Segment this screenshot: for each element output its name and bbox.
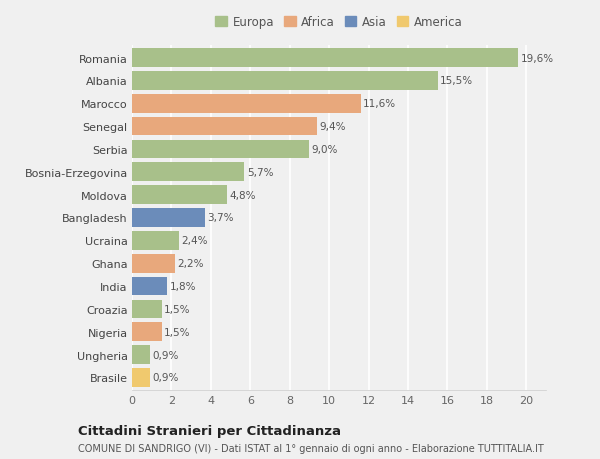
Bar xyxy=(132,72,437,90)
Bar xyxy=(132,49,518,68)
Bar xyxy=(132,300,161,319)
Bar xyxy=(132,163,244,182)
Bar xyxy=(132,323,161,341)
Text: 2,2%: 2,2% xyxy=(178,258,204,269)
Text: 5,7%: 5,7% xyxy=(247,168,273,178)
Text: COMUNE DI SANDRIGO (VI) - Dati ISTAT al 1° gennaio di ogni anno - Elaborazione T: COMUNE DI SANDRIGO (VI) - Dati ISTAT al … xyxy=(78,443,544,453)
Bar xyxy=(132,140,310,159)
Bar xyxy=(132,231,179,250)
Text: 15,5%: 15,5% xyxy=(440,76,473,86)
Text: 0,9%: 0,9% xyxy=(152,373,178,383)
Text: Cittadini Stranieri per Cittadinanza: Cittadini Stranieri per Cittadinanza xyxy=(78,425,341,437)
Text: 4,8%: 4,8% xyxy=(229,190,256,200)
Bar xyxy=(132,209,205,227)
Text: 3,7%: 3,7% xyxy=(208,213,234,223)
Bar xyxy=(132,368,150,387)
Text: 1,8%: 1,8% xyxy=(170,281,196,291)
Text: 1,5%: 1,5% xyxy=(164,327,190,337)
Bar xyxy=(132,254,175,273)
Text: 11,6%: 11,6% xyxy=(363,99,396,109)
Text: 1,5%: 1,5% xyxy=(164,304,190,314)
Bar xyxy=(132,95,361,113)
Bar xyxy=(132,277,167,296)
Legend: Europa, Africa, Asia, America: Europa, Africa, Asia, America xyxy=(212,14,466,32)
Bar xyxy=(132,346,150,364)
Text: 19,6%: 19,6% xyxy=(521,53,554,63)
Bar xyxy=(132,186,227,205)
Text: 9,0%: 9,0% xyxy=(312,145,338,155)
Text: 0,9%: 0,9% xyxy=(152,350,178,360)
Bar xyxy=(132,118,317,136)
Text: 2,4%: 2,4% xyxy=(182,236,208,246)
Text: 9,4%: 9,4% xyxy=(320,122,346,132)
